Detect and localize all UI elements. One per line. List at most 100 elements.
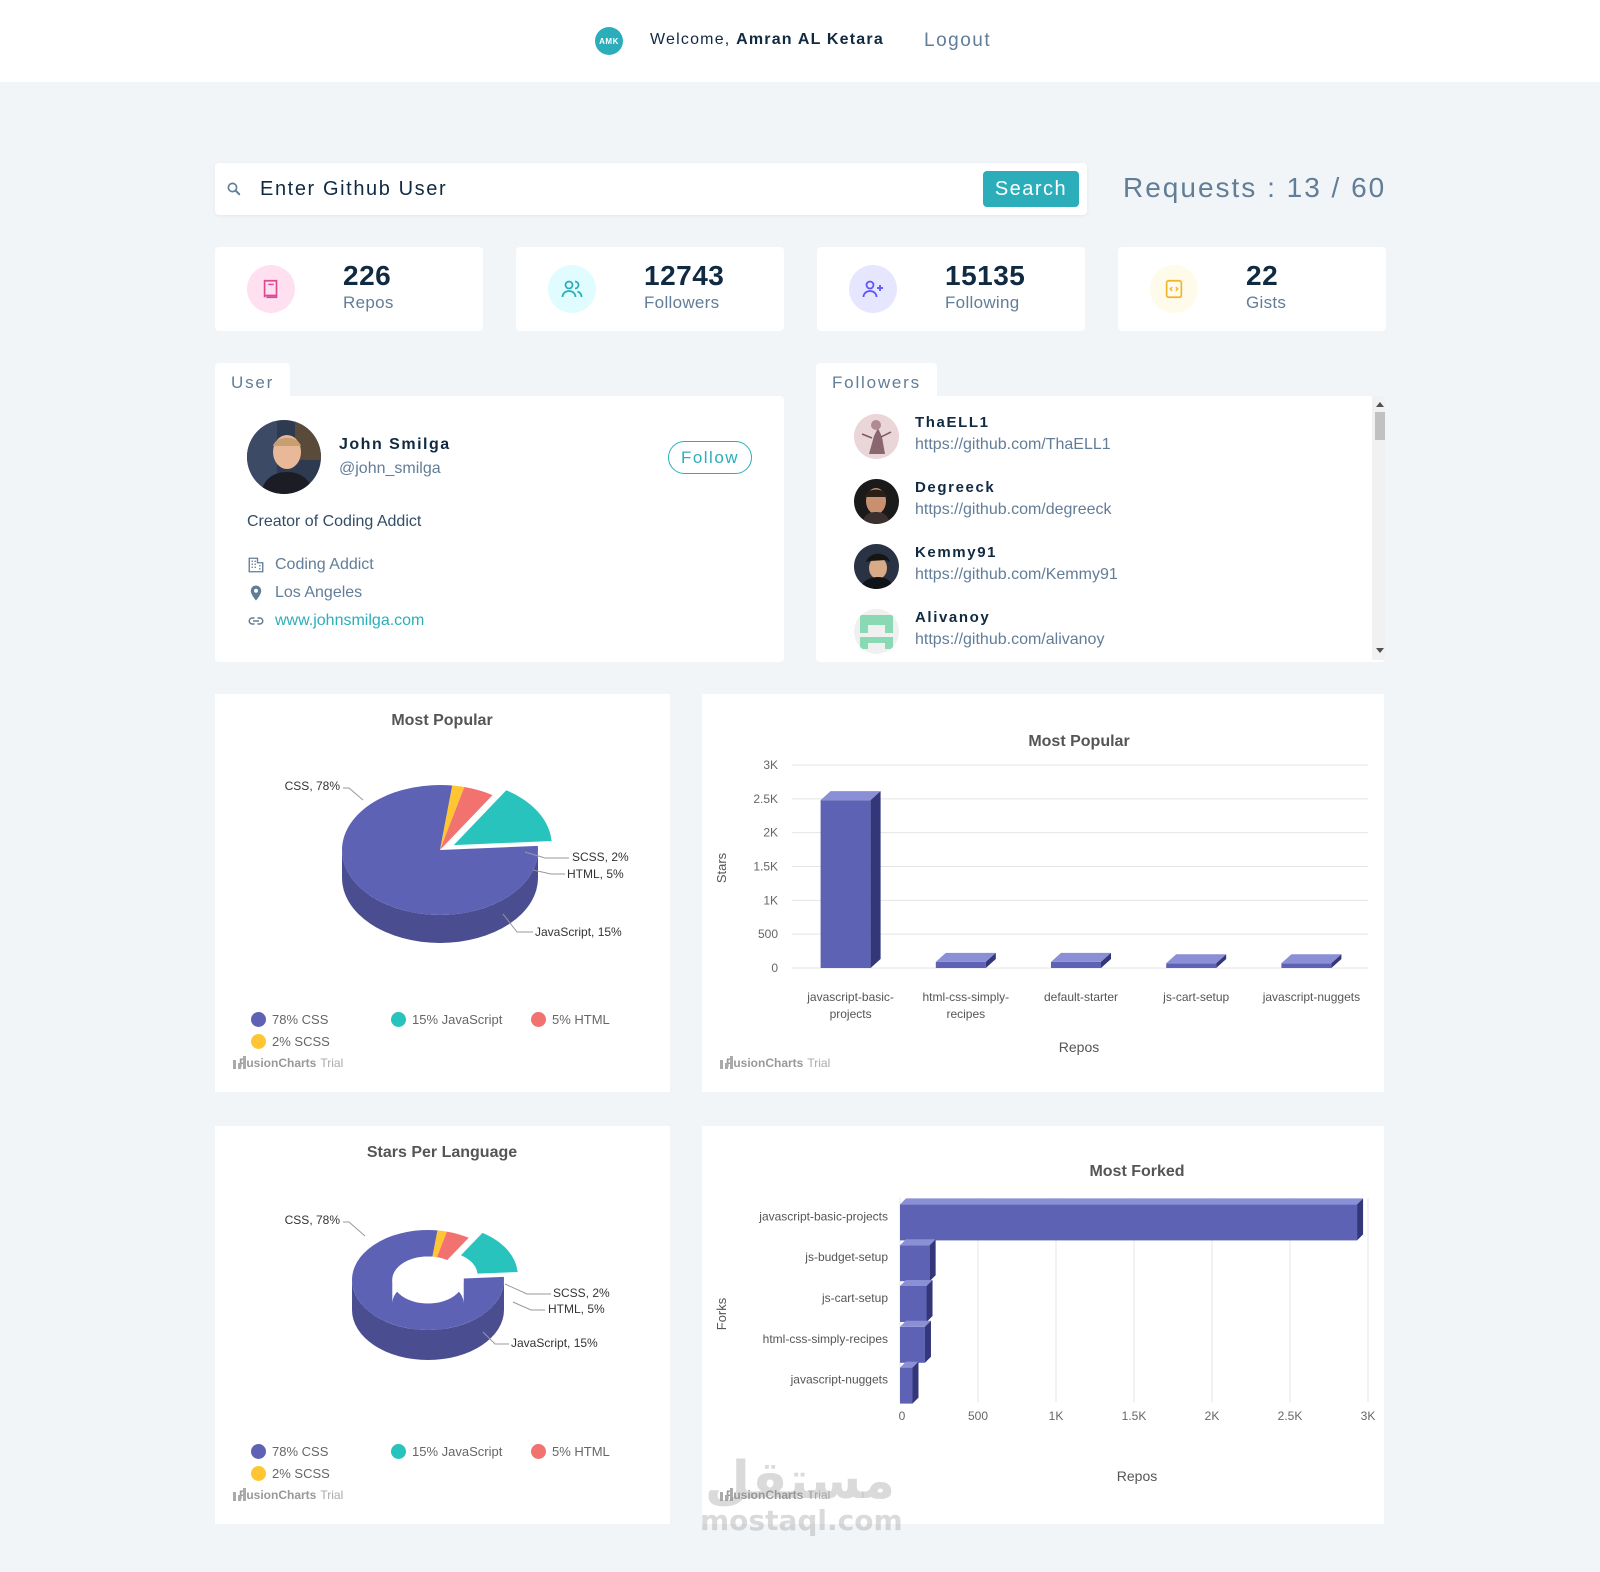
pie-slice-side — [342, 850, 538, 943]
logout-button[interactable]: Logout — [924, 30, 992, 51]
data-label: HTML, 5% — [548, 1302, 605, 1316]
pie-slice — [352, 1230, 504, 1330]
follower-url[interactable]: https://github.com/Kemmy91 — [915, 566, 1118, 583]
legend-dot — [251, 1466, 266, 1481]
y-tick-label: 500 — [758, 927, 778, 941]
gists-label: Gists — [1246, 293, 1287, 312]
fusioncharts-brand: FusionCharts — [239, 1488, 317, 1502]
follower-item[interactable]: ThaELL1 https://github.com/ThaELL1 — [854, 412, 1354, 462]
x-tick-label: projects — [830, 1007, 872, 1021]
legend-label: 5% HTML — [552, 1012, 610, 1027]
fusioncharts-credit[interactable]: FusionCharts Trial — [233, 1488, 343, 1502]
data-label-leader — [482, 1331, 509, 1345]
data-label-leader — [524, 851, 569, 859]
bar-top — [935, 952, 996, 962]
legend-item[interactable]: 2% SCSS — [251, 1466, 330, 1481]
blog-link[interactable]: www.johnsmilga.com — [275, 612, 425, 629]
legend-item[interactable]: 78% CSS — [251, 1012, 328, 1027]
gists-count: 22 — [1246, 260, 1279, 291]
legend-label: 5% HTML — [552, 1444, 610, 1459]
tab-followers: Followers — [816, 363, 937, 397]
x-tick-label: 500 — [968, 1409, 988, 1423]
x-tick-label: 2.5K — [1278, 1409, 1303, 1423]
legend-item[interactable]: 15% JavaScript — [391, 1444, 502, 1459]
chart-most-popular-pie: Most Popular CSS, 78% SCSS, 2% HTML, 5% Jav… — [215, 694, 670, 1092]
fusioncharts-credit[interactable]: FusionCharts Trial — [720, 1488, 830, 1502]
fusioncharts-credit[interactable]: FusionCharts Trial — [720, 1056, 830, 1070]
followers-scrollbar[interactable] — [1372, 396, 1385, 660]
bar-chart-svg: Most Popular Stars Repos 0 500 1K 1.5K 2K 2.5… — [714, 733, 1368, 1055]
logo-icon: AMK — [595, 27, 623, 55]
legend-dot — [531, 1012, 546, 1027]
fusioncharts-brand: FusionCharts — [726, 1488, 804, 1502]
search-input[interactable] — [260, 171, 980, 207]
legend-label: 15% JavaScript — [412, 1012, 503, 1027]
data-label-leader — [502, 913, 533, 933]
scroll-down-arrow-icon[interactable] — [1376, 648, 1384, 653]
pie-slice — [453, 790, 552, 846]
bar-top — [900, 1280, 933, 1286]
chart-stars-per-language: Stars Per Language CSS, 78% SCSS, 2% HTML,… — [215, 1126, 670, 1524]
follower-name: Alivanoy — [915, 609, 991, 626]
watermark-arabic: مستقل — [704, 1451, 896, 1511]
search-button[interactable]: Search — [983, 171, 1079, 207]
bar-top — [900, 1320, 931, 1327]
legend-dot — [251, 1034, 266, 1049]
follower-item[interactable]: Degreeck https://github.com/degreeck — [854, 477, 1354, 527]
legend-dot — [251, 1444, 266, 1459]
pie-slice — [436, 1231, 469, 1261]
legend-item[interactable]: 78% CSS — [251, 1444, 328, 1459]
data-label-leader — [504, 1283, 551, 1295]
bar-side — [1216, 954, 1227, 968]
search-icon — [227, 182, 241, 196]
bar-top — [900, 1198, 1364, 1205]
bar-side — [1331, 954, 1342, 968]
follower-url[interactable]: https://github.com/ThaELL1 — [915, 436, 1111, 453]
y-tick-label: 1.5K — [753, 860, 778, 874]
location-text: Los Angeles — [275, 584, 363, 601]
followers-count: 12743 — [644, 260, 725, 291]
follow-button[interactable]: Follow — [668, 441, 752, 474]
user-card: John Smilga @john_smilga Follow Creator … — [215, 396, 784, 662]
tab-user: User — [215, 363, 291, 397]
code-file-icon — [1150, 265, 1198, 313]
legend-item[interactable]: 5% HTML — [531, 1444, 610, 1459]
bar-side — [870, 791, 881, 968]
legend-item[interactable]: 15% JavaScript — [391, 1012, 502, 1027]
legend-item[interactable]: 5% HTML — [531, 1012, 610, 1027]
bar — [900, 1245, 930, 1282]
fusioncharts-suffix: Trial — [807, 1056, 831, 1070]
follower-avatar — [854, 479, 899, 524]
follower-url[interactable]: https://github.com/degreeck — [915, 501, 1112, 518]
stat-card-gists: 22 Gists — [1118, 247, 1386, 331]
legend-dot — [531, 1444, 546, 1459]
legend-item[interactable]: 2% SCSS — [251, 1034, 330, 1049]
follower-item[interactable]: Kemmy91 https://github.com/Kemmy91 — [854, 542, 1354, 592]
y-tick-label: 3K — [763, 758, 778, 772]
bar-side — [924, 1320, 931, 1363]
search-form: Search — [215, 163, 1087, 215]
data-label-leader — [343, 787, 364, 801]
y-tick-label: javascript-nuggets — [790, 1373, 888, 1387]
follower-item[interactable]: Alivanoy https://github.com/alivanoy — [854, 607, 1354, 657]
user-handle: @john_smilga — [339, 460, 441, 477]
data-label: SCSS, 2% — [572, 850, 629, 864]
pie-slice — [440, 787, 493, 850]
follower-url[interactable]: https://github.com/alivanoy — [915, 631, 1105, 648]
legend-label: 78% CSS — [272, 1012, 329, 1027]
bar-side — [1101, 952, 1111, 968]
data-label: SCSS, 2% — [553, 1286, 610, 1300]
fusioncharts-credit[interactable]: FusionCharts Trial — [233, 1056, 343, 1070]
follower-avatar — [854, 609, 899, 654]
chart-most-popular-bar: Most Popular Stars Repos 0 500 1K 1.5K 2K 2.5… — [702, 694, 1384, 1092]
follower-name: Kemmy91 — [915, 544, 998, 561]
bar — [1281, 963, 1332, 968]
scrollbar-thumb[interactable] — [1375, 412, 1385, 440]
fusioncharts-logo-icon — [720, 1056, 733, 1069]
fusioncharts-suffix: Trial — [320, 1488, 344, 1502]
scroll-up-arrow-icon[interactable] — [1376, 402, 1384, 407]
y-tick-label: 2K — [763, 826, 778, 840]
pie-slice-side — [352, 1280, 504, 1360]
bar-top — [820, 791, 881, 801]
following-label: Following — [945, 293, 1020, 312]
